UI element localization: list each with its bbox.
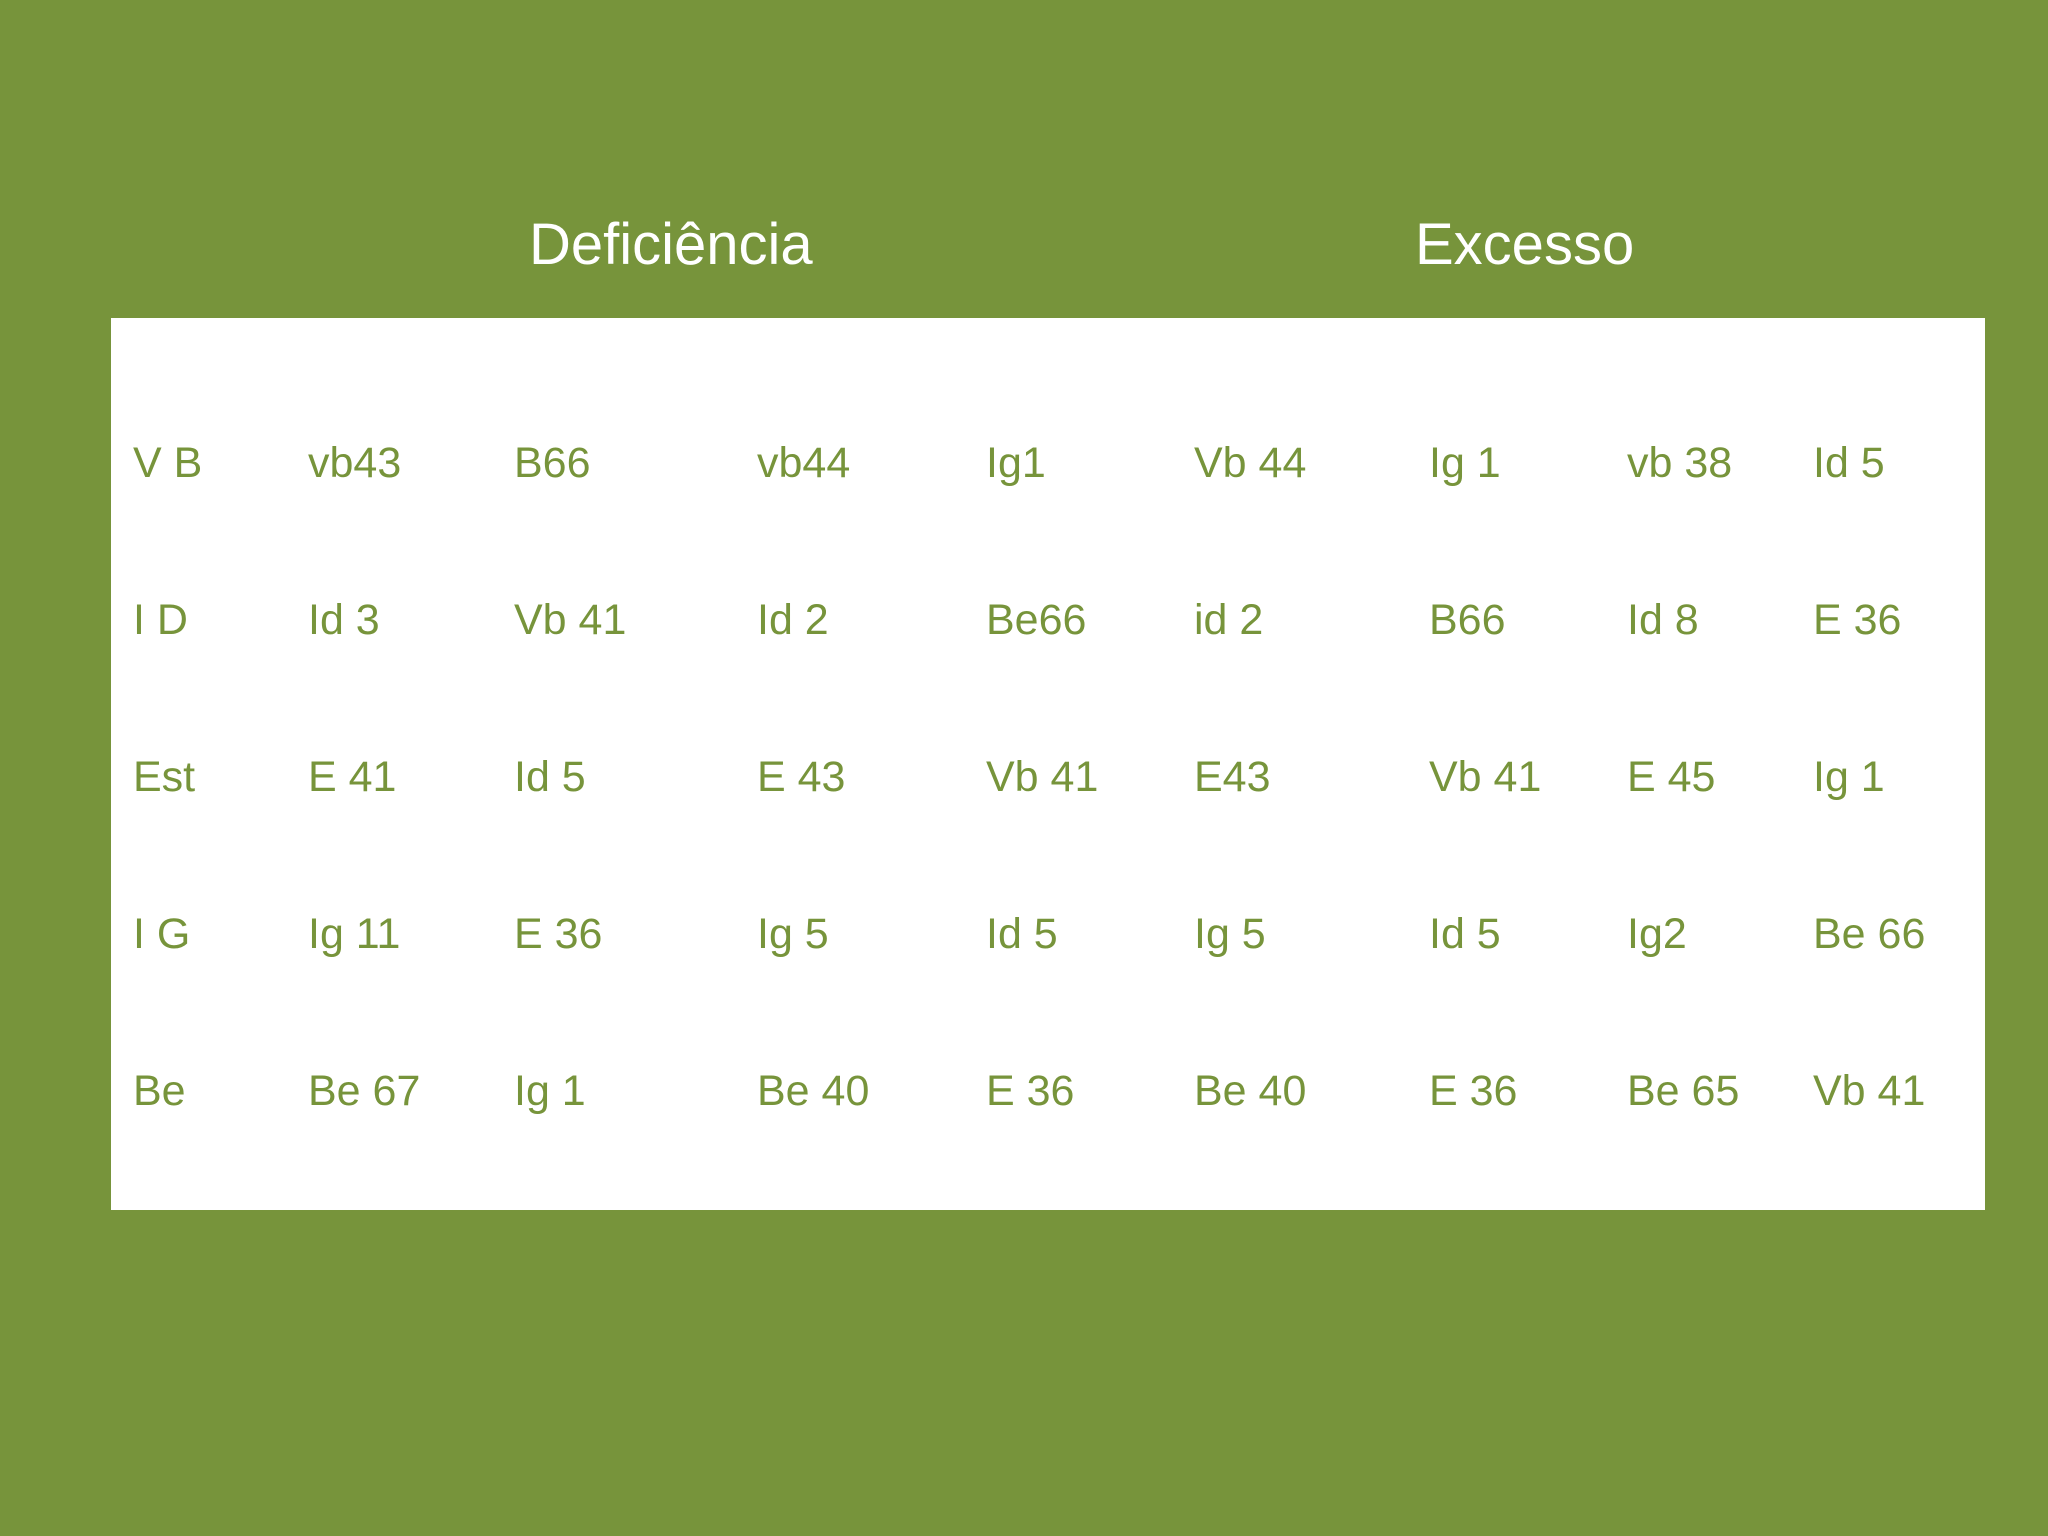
table-row: Be Be 67 Ig 1 Be 40 E 36 Be 40 E 36 Be 6…	[0, 1061, 2048, 1121]
table-cell: B66	[1429, 596, 1506, 644]
table-cell: Id 3	[308, 596, 380, 644]
table-cell: E43	[1194, 753, 1271, 801]
table-cell: Vb 44	[1194, 439, 1307, 487]
table-cell: Id 5	[514, 753, 586, 801]
table-cell: E 43	[757, 753, 846, 801]
table-cell: Ig 1	[1813, 753, 1885, 801]
table-cell: E 45	[1627, 753, 1716, 801]
table-cell: E 36	[1813, 596, 1902, 644]
heading-excesso: Excesso	[1415, 212, 1635, 277]
table-cell: Ig2	[1627, 910, 1687, 958]
table-cell: Vb 41	[1429, 753, 1542, 801]
table-cell: Id 8	[1627, 596, 1699, 644]
table-cell: E 36	[1429, 1067, 1518, 1115]
row-label: Est	[133, 753, 196, 801]
table-panel	[111, 318, 1985, 1210]
table-cell: B66	[514, 439, 591, 487]
table-cell: Ig1	[986, 439, 1046, 487]
table-cell: Be66	[986, 596, 1087, 644]
table-cell: vb43	[308, 439, 402, 487]
table-cell: Be 40	[757, 1067, 870, 1115]
table-cell: Be 65	[1627, 1067, 1740, 1115]
table-cell: vb44	[757, 439, 851, 487]
table-cell: Ig 5	[1194, 910, 1266, 958]
table-cell: Ig 1	[514, 1067, 586, 1115]
row-label: I D	[133, 596, 188, 644]
table-cell: Id 5	[1813, 439, 1885, 487]
table-cell: Vb 41	[1813, 1067, 1926, 1115]
table-cell: id 2	[1194, 596, 1264, 644]
table-cell: Id 5	[986, 910, 1058, 958]
table-cell: Ig 11	[308, 910, 401, 958]
table-row: I G Ig 11 E 36 Ig 5 Id 5 Ig 5 Id 5 Ig2 B…	[0, 904, 2048, 964]
table-cell: Be 66	[1813, 910, 1926, 958]
table-cell: Be 40	[1194, 1067, 1307, 1115]
table-cell: vb 38	[1627, 439, 1733, 487]
row-label: I G	[133, 910, 191, 958]
table-cell: E 36	[514, 910, 603, 958]
table-row: I D Id 3 Vb 41 Id 2 Be66 id 2 B66 Id 8 E…	[0, 590, 2048, 650]
table-cell: Vb 41	[514, 596, 627, 644]
table-cell: Vb 41	[986, 753, 1099, 801]
table-cell: Ig 1	[1429, 439, 1501, 487]
table-cell: Be 67	[308, 1067, 421, 1115]
table-cell: Id 5	[1429, 910, 1501, 958]
table-row: V B vb43 B66 vb44 Ig1 Vb 44 Ig 1 vb 38 I…	[0, 433, 2048, 493]
table-cell: Ig 5	[757, 910, 829, 958]
table-row: Est E 41 Id 5 E 43 Vb 41 E43 Vb 41 E 45 …	[0, 747, 2048, 807]
table-cell: E 36	[986, 1067, 1075, 1115]
heading-deficiencia: Deficiência	[529, 212, 813, 277]
row-label: Be	[133, 1067, 186, 1115]
table-cell: E 41	[308, 753, 397, 801]
table-cell: Id 2	[757, 596, 829, 644]
row-label: V B	[133, 439, 203, 487]
